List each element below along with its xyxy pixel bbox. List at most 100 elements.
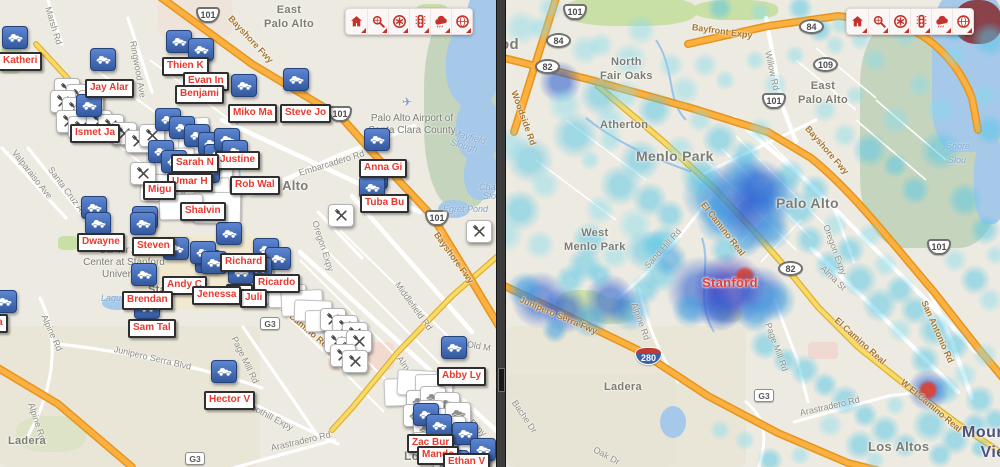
person-name-label[interactable]: Shalvin (180, 202, 226, 221)
place-label: Palo Alto (776, 195, 839, 211)
car-marker[interactable] (231, 74, 257, 97)
globe-button[interactable] (952, 9, 973, 34)
car-marker[interactable] (130, 212, 156, 235)
person-name-label[interactable]: Jenessa (192, 286, 242, 305)
person-name-label[interactable]: Benjami (175, 85, 224, 104)
restaurant-marker[interactable] (342, 350, 368, 373)
water-label: Slou (948, 155, 967, 165)
car-icon (432, 422, 446, 430)
person-name-label[interactable]: Rob Wal (230, 176, 280, 195)
utensils-icon (136, 166, 149, 179)
heatmap-panel[interactable]: Bayfront Expy Willow Rd Woodside Rd Bayshor… (506, 0, 1000, 467)
home-button[interactable] (346, 9, 367, 34)
weather-icon (434, 15, 447, 28)
incidents-button[interactable] (388, 9, 409, 34)
weather-button[interactable] (430, 9, 451, 34)
car-marker[interactable] (364, 128, 390, 151)
person-name-label[interactable]: Anna Gi (359, 159, 408, 178)
car-marker[interactable] (131, 263, 157, 286)
person-name-label[interactable]: Sam Tal (128, 319, 176, 338)
incidents-icon (893, 15, 907, 28)
road-label: Alpine Rd (629, 301, 653, 342)
person-name-label[interactable]: Jay Alar (85, 79, 134, 98)
car-icon (91, 220, 105, 228)
car-icon (8, 34, 22, 42)
road-label: Woodside Rd (509, 89, 539, 147)
pond-region (660, 406, 686, 438)
car-icon (447, 344, 461, 352)
car-icon (370, 136, 384, 144)
zoom-button[interactable] (868, 9, 889, 34)
place-label: Atherton (600, 119, 649, 131)
person-name-label[interactable]: Brendan (122, 291, 173, 310)
person-name-label[interactable]: Steven (132, 237, 175, 256)
person-name-label[interactable]: Ricardo (253, 274, 301, 293)
route-shield: 82 (535, 59, 560, 74)
road-label: Willow Rd (763, 49, 782, 92)
road-label: San Antonio Rd (919, 298, 956, 365)
route-shield: 84 (546, 33, 571, 48)
place-label: Los Altos (868, 439, 930, 454)
place-label: Ladera (8, 435, 46, 447)
restaurant-marker[interactable] (328, 204, 354, 227)
road-label: Bayfront Expy (691, 22, 754, 41)
water-region (464, 150, 496, 200)
zoom-icon (873, 15, 886, 28)
car-marker[interactable] (441, 336, 467, 359)
person-name-label[interactable]: Hector V (204, 391, 256, 410)
hills-region (506, 374, 676, 467)
person-name-label[interactable]: Sarah N (171, 154, 219, 173)
person-name-label[interactable]: Dwayne (77, 233, 125, 252)
water-label: Laguni (101, 293, 129, 303)
incidents-button[interactable] (889, 9, 910, 34)
road-label: Page Mill Rd (763, 321, 791, 373)
person-name-label[interactable]: Juli (240, 289, 268, 308)
person-name-label[interactable]: Miko Ma (228, 104, 278, 123)
person-name-label[interactable]: Abby Ly (437, 367, 487, 386)
person-name-label[interactable]: Justine (215, 151, 261, 170)
weather-button[interactable] (931, 9, 952, 34)
traffic-light-button[interactable] (409, 9, 430, 34)
car-icon (365, 184, 379, 192)
person-name-label[interactable]: Katheri (0, 52, 43, 71)
car-marker[interactable] (0, 290, 17, 313)
traffic-light-button[interactable] (910, 9, 931, 34)
utensils-icon (348, 354, 361, 367)
person-name-label[interactable]: Ismet Ja (70, 124, 121, 143)
car-icon (217, 368, 231, 376)
place-label: Menlo Park (636, 148, 714, 164)
restaurant-marker[interactable] (466, 220, 492, 243)
panel-divider[interactable] (496, 0, 506, 467)
home-button[interactable] (847, 9, 868, 34)
route-shield: G3 (754, 389, 774, 402)
car-icon (137, 271, 151, 279)
person-name-label[interactable]: Migu (143, 181, 177, 200)
incidents-icon (392, 15, 406, 28)
route-shield: 101 (762, 93, 786, 109)
car-marker[interactable] (211, 360, 237, 383)
car-icon (476, 446, 490, 454)
person-name-label[interactable]: Steve Jo (280, 104, 332, 123)
route-shield: 101 (425, 210, 449, 226)
road-label: Arastradero Rd (798, 394, 861, 418)
map-toolbar (345, 8, 473, 35)
car-marker[interactable] (2, 26, 28, 49)
person-name-label[interactable]: Richard (220, 253, 268, 272)
divider-scroll-thumb[interactable] (498, 368, 505, 392)
person-name-label[interactable]: Ethan V (443, 453, 491, 467)
globe-button[interactable] (451, 9, 472, 34)
zoom-icon (372, 15, 385, 28)
route-shield: 101 (196, 7, 220, 23)
car-marker[interactable] (216, 222, 242, 245)
car-marker[interactable] (90, 48, 116, 71)
car-marker[interactable] (283, 68, 309, 91)
car-icon (0, 298, 11, 306)
person-name-label[interactable]: Tuba Bu (360, 194, 410, 213)
person-name-label[interactable]: na (0, 314, 8, 333)
road-label: El Camino Real (832, 315, 889, 367)
map-toolbar (846, 8, 974, 35)
zoom-button[interactable] (367, 9, 388, 34)
utensils-icon (334, 208, 347, 221)
car-icon (136, 220, 150, 228)
